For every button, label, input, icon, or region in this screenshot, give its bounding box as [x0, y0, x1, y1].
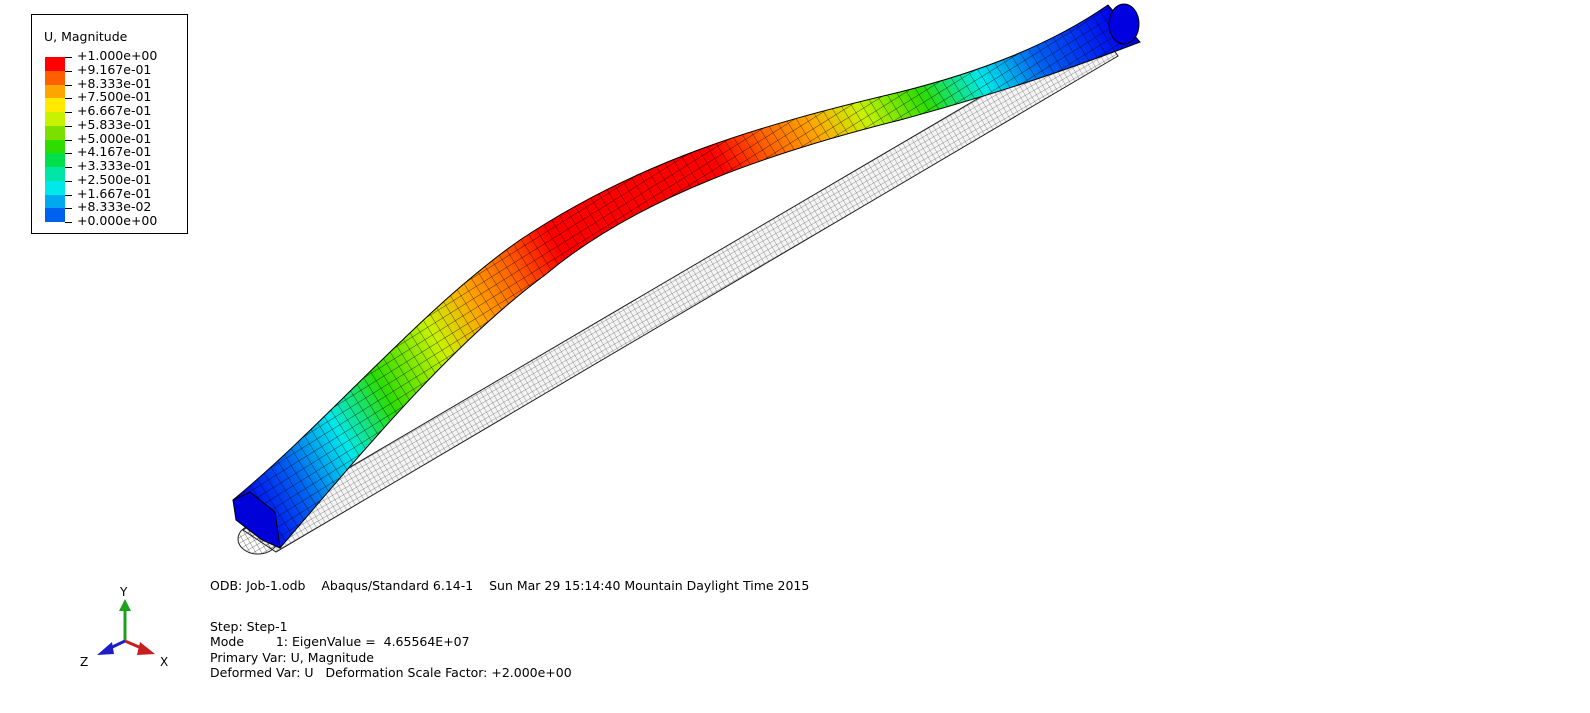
- legend-color-bar: [45, 57, 65, 222]
- legend-swatch: [45, 194, 65, 209]
- undeformed-mesh: [237, 27, 1119, 555]
- legend-swatch: [45, 84, 65, 99]
- contour-legend: U, Magnitude +1.000e+00 +9.167e-01 +8.333e…: [31, 14, 188, 234]
- legend-swatch: [45, 57, 65, 71]
- legend-level-label: +1.000e+00: [77, 48, 158, 63]
- deformed-mesh: [232, 3, 1141, 549]
- y-axis-label: Y: [119, 585, 128, 599]
- legend-tick: [65, 112, 72, 113]
- legend-swatch: [45, 112, 65, 126]
- legend-level-label: +1.667e-01: [77, 185, 152, 201]
- legend-level-label: +5.833e-01: [77, 116, 152, 132]
- legend-tick: [65, 70, 72, 72]
- primary-var-info: Primary Var: U, Magnitude: [210, 650, 374, 665]
- legend-tick: [65, 208, 72, 210]
- legend-level-label: +2.500e-01: [77, 171, 152, 187]
- coordinate-triad: Y X Z: [80, 585, 168, 669]
- x-axis-label: X: [160, 655, 168, 669]
- legend-swatch: [45, 70, 65, 85]
- deformed-var-info: Deformed Var: U Deformation Scale Factor…: [210, 665, 572, 680]
- legend-level-label: +7.500e-01: [77, 89, 152, 105]
- odb-info: ODB: Job-1.odb Abaqus/Standard 6.14-1 Su…: [210, 578, 810, 593]
- legend-tick: [65, 57, 72, 58]
- legend-tick: [65, 98, 72, 100]
- legend-tick: [65, 153, 72, 155]
- x-axis-arrow: [137, 642, 155, 655]
- legend-title: U, Magnitude: [44, 29, 128, 44]
- legend-swatch: [45, 208, 65, 222]
- legend-tick: [65, 139, 72, 141]
- legend-level-label: +8.333e-01: [77, 75, 152, 91]
- legend-level-label: +6.667e-01: [77, 103, 152, 118]
- step-info: Step: Step-1: [210, 619, 288, 634]
- legend-level-label: +4.167e-01: [77, 144, 152, 160]
- legend-tick: [65, 84, 72, 86]
- legend-tick: [65, 180, 72, 182]
- legend-tick: [65, 167, 72, 168]
- legend-level-label: +0.000e+00: [77, 213, 158, 228]
- legend-level-label: +8.333e-02: [77, 199, 152, 215]
- legend-tick: [65, 194, 72, 196]
- legend-swatch: [45, 98, 65, 112]
- z-axis-arrow: [97, 642, 114, 655]
- legend-swatch: [45, 153, 65, 167]
- legend-swatch: [45, 125, 65, 140]
- legend-ticks: [65, 57, 73, 223]
- mode-info: Mode 1: EigenValue = 4.65564E+07: [210, 634, 470, 649]
- legend-level-label: +5.000e-01: [77, 130, 152, 146]
- y-axis-arrow: [119, 599, 131, 611]
- legend-swatch: [45, 180, 65, 195]
- legend-level-label: +3.333e-01: [77, 158, 152, 173]
- legend-tick: [65, 125, 72, 127]
- legend-tick: [65, 222, 72, 223]
- legend-level-label: +9.167e-01: [77, 61, 152, 77]
- legend-swatch: [45, 139, 65, 154]
- z-axis-label: Z: [80, 655, 88, 669]
- legend-swatch: [45, 167, 65, 181]
